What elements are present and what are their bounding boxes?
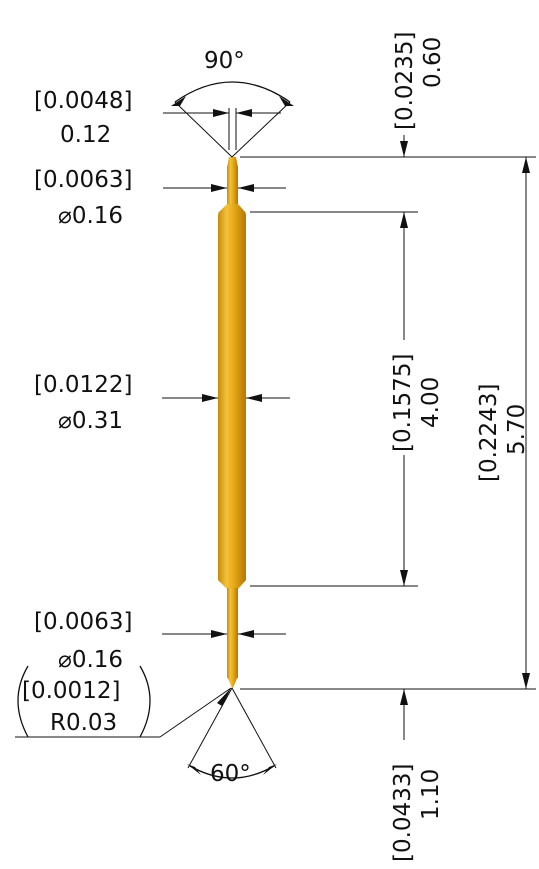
probe-pin (218, 157, 246, 688)
pin-bottom-tip (227, 676, 238, 688)
tip-radius-inch: [0.0012] (22, 678, 120, 704)
bottom-diameter-mm: ⌀0.16 (58, 647, 123, 673)
overall-length-inch: [0.2243] (476, 384, 502, 482)
pin-main-body (218, 212, 246, 582)
body-length-inch: [0.1575] (390, 354, 416, 452)
bottom-diameter-dimension: [0.0063] ⌀0.16 (34, 609, 286, 673)
top-offset-dimension: [0.0235] 0.60 (392, 32, 446, 157)
body-length-mm: 4.00 (418, 377, 444, 428)
top-diameter-inch: [0.0063] (34, 167, 132, 193)
overall-length-mm: 5.70 (504, 404, 530, 455)
extension-lines (240, 156, 536, 690)
top-angle-dimension: 90° (171, 48, 294, 158)
pin-lower-shaft (227, 588, 238, 678)
pin-upper-shoulder (218, 204, 246, 213)
body-length-dimension: [0.1575] 4.00 (390, 212, 444, 586)
bottom-angle-dimension: 60° (187, 687, 277, 787)
bottom-diameter-inch: [0.0063] (34, 609, 132, 635)
pin-lower-shoulder (218, 580, 246, 589)
mid-diameter-inch: [0.0122] (34, 372, 132, 398)
pin-upper-shaft (227, 166, 238, 206)
bottom-offset-dimension: [0.0433] 1.10 (390, 689, 444, 862)
overall-length-dimension: [0.2243] 5.70 (476, 157, 530, 689)
tip-radius-mm: R0.03 (50, 710, 117, 736)
bottom-offset-mm: 1.10 (418, 769, 444, 820)
top-angle-label: 90° (204, 48, 245, 74)
top-diameter-mm: ⌀0.16 (58, 203, 123, 229)
mid-diameter-mm: ⌀0.31 (58, 408, 123, 434)
mid-diameter-dimension: [0.0122] ⌀0.31 (34, 372, 290, 434)
tip-radius-dimension: [0.0012] R0.03 (15, 665, 232, 738)
bottom-angle-label: 60° (210, 761, 251, 787)
bottom-offset-inch: [0.0433] (390, 764, 416, 862)
top-offset-mm: 0.60 (420, 37, 446, 88)
top-diameter-dimension: [0.0063] ⌀0.16 (34, 167, 286, 229)
pin-top-tip (227, 157, 238, 168)
tip-width-mm: 0.12 (60, 122, 111, 148)
tip-width-inch: [0.0048] (34, 88, 132, 114)
top-offset-inch: [0.0235] (392, 32, 418, 130)
tip-width-dimension: [0.0048] 0.12 (34, 88, 281, 150)
